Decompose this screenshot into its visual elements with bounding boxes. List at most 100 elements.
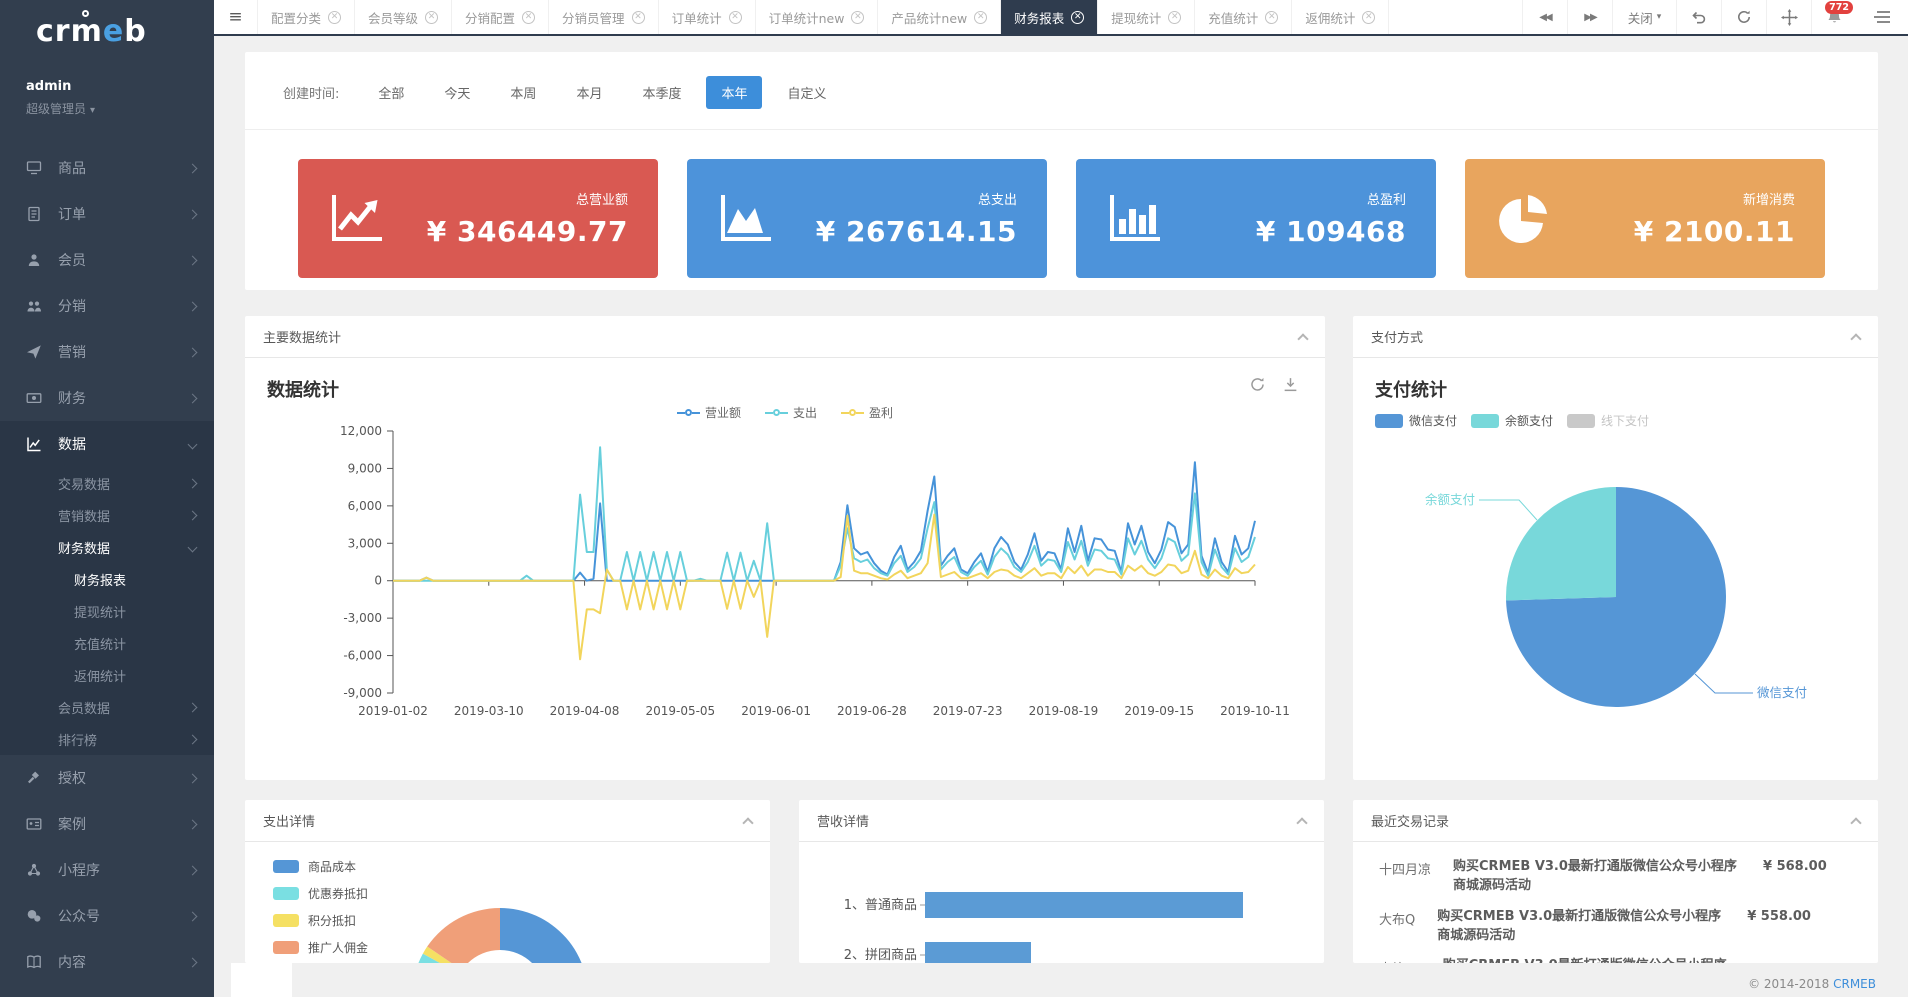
tab-close-icon[interactable]: ✕: [1168, 10, 1182, 24]
pie-legend-item-微信支付[interactable]: 微信支付: [1375, 412, 1457, 429]
pie-legend-item-线下支付[interactable]: 线下支付: [1567, 412, 1649, 429]
filter-option-本年[interactable]: 本年: [706, 76, 763, 109]
tab-分销员管理[interactable]: 分销员管理 ✕: [549, 0, 659, 34]
collapse-icon[interactable]: [1296, 816, 1308, 829]
refresh-button[interactable]: [1721, 0, 1766, 34]
legend-circle: [684, 409, 692, 416]
logo[interactable]: crmeb: [0, 0, 214, 55]
back-button[interactable]: [1676, 0, 1721, 34]
tab-close-icon[interactable]: ✕: [1071, 10, 1085, 24]
sidebar-item-商品[interactable]: 商品: [0, 145, 214, 191]
sidebar-item-财务[interactable]: 财务: [0, 375, 214, 421]
brand-link[interactable]: CRMEB: [1833, 977, 1876, 991]
sidebar-item-订单[interactable]: 订单: [0, 191, 214, 237]
filter-option-全部[interactable]: 全部: [378, 87, 405, 102]
sidebar-subsubitem-返佣统计[interactable]: 返佣统计: [0, 659, 214, 691]
book-icon: [26, 954, 46, 970]
sidebar-item-小程序[interactable]: 小程序: [0, 847, 214, 893]
tab-配置分类[interactable]: 配置分类 ✕: [258, 0, 356, 34]
tab-分销配置[interactable]: 分销配置 ✕: [452, 0, 550, 34]
tab-订单统计new[interactable]: 订单统计new ✕: [756, 0, 879, 34]
sidebar-item-营销[interactable]: 营销: [0, 329, 214, 375]
fullscreen-button[interactable]: [1766, 0, 1811, 34]
sidebar-item-数据[interactable]: 数据: [0, 421, 214, 467]
chart-title: 数据统计: [267, 380, 339, 401]
sidebar-subitem-营销数据[interactable]: 营销数据: [0, 499, 214, 531]
chevron-right-icon: [187, 734, 198, 744]
chevron-right-icon: [187, 163, 198, 173]
chart-download-icon[interactable]: [1282, 376, 1299, 393]
tab-返佣统计[interactable]: 返佣统计 ✕: [1292, 0, 1390, 34]
sidebar-subsubitem-充值统计[interactable]: 充值统计: [0, 627, 214, 659]
legend-line: [676, 411, 685, 414]
tabs-scroll-left-button[interactable]: ◀◀: [1522, 0, 1567, 34]
revenue-panel: 营收详情 1、普通商品 2、拼团商品: [799, 800, 1324, 963]
tab-close-icon[interactable]: ✕: [425, 10, 439, 24]
tab-充值统计[interactable]: 充值统计 ✕: [1195, 0, 1293, 34]
sidebar-item-授权[interactable]: 授权: [0, 755, 214, 801]
legend-item-支出[interactable]: 支出: [764, 404, 817, 421]
donut-legend-item-积分抵扣[interactable]: 积分抵扣: [273, 912, 368, 929]
sidebar-subitem-会员数据[interactable]: 会员数据: [0, 691, 214, 723]
filter-option-今天[interactable]: 今天: [444, 87, 471, 102]
filter-option-本月[interactable]: 本月: [576, 87, 603, 102]
tab-label: 产品统计new: [891, 10, 968, 26]
collapse-icon[interactable]: [1297, 332, 1309, 345]
layout-menu-button[interactable]: [1856, 0, 1908, 34]
tab-产品统计new[interactable]: 产品统计new ✕: [878, 0, 1002, 34]
transactions-panel: 最近交易记录 十四月凉 购买CRMEB V3.0最新打通版微信公众号小程序商城源码…: [1353, 800, 1878, 963]
sidebar-item-内容[interactable]: 内容: [0, 939, 214, 985]
collapse-icon[interactable]: [1850, 816, 1862, 829]
tab-close-icon[interactable]: ✕: [522, 10, 536, 24]
tab-close-icon[interactable]: ✕: [631, 10, 645, 24]
donut-legend-item-优惠券抵扣[interactable]: 优惠券抵扣: [273, 885, 368, 902]
legend-label: 商品成本: [308, 860, 357, 874]
chart-refresh-icon[interactable]: [1249, 376, 1266, 393]
sidebar-item-案例[interactable]: 案例: [0, 801, 214, 847]
filter-option-本季度[interactable]: 本季度: [642, 87, 682, 102]
stat-card-value: ¥ 109468: [1255, 215, 1406, 248]
sidebar-toggle-icon[interactable]: ≡: [214, 0, 258, 34]
sidebar-item-分销[interactable]: 分销: [0, 283, 214, 329]
tab-close-icon[interactable]: ✕: [1265, 10, 1279, 24]
legend-item-营业额[interactable]: 营业额: [676, 404, 741, 421]
sidebar-item-会员[interactable]: 会员: [0, 237, 214, 283]
tabs-scroll-right-button[interactable]: ▶▶: [1567, 0, 1612, 34]
legend-item-盈利[interactable]: 盈利: [841, 404, 893, 421]
tab-订单统计[interactable]: 订单统计 ✕: [659, 0, 756, 34]
payment-body: 支付统计 微信支付 余额支付 线下支付 余额支付 微信支付: [1353, 358, 1878, 752]
sidebar-subsubitem-财务报表[interactable]: 财务报表: [0, 563, 214, 595]
close-tabs-dropdown[interactable]: 关闭 ▾: [1612, 0, 1676, 34]
tab-提现统计[interactable]: 提现统计 ✕: [1098, 0, 1196, 34]
tab-会员等级[interactable]: 会员等级 ✕: [355, 0, 453, 34]
donut-legend-item-推广人佣金[interactable]: 推广人佣金: [273, 939, 368, 956]
tab-label: 分销员管理: [562, 10, 625, 26]
sidebar-item-label: 案例: [58, 817, 86, 833]
sidebar-subitem-财务数据[interactable]: 财务数据: [0, 531, 214, 563]
pie-legend-item-余额支付[interactable]: 余额支付: [1471, 412, 1553, 429]
collapse-icon[interactable]: [1850, 332, 1862, 345]
tab-财务报表[interactable]: 财务报表 ✕: [1001, 0, 1099, 34]
tab-close-icon[interactable]: ✕: [851, 10, 865, 24]
sidebar-item-公众号[interactable]: 公众号: [0, 893, 214, 939]
refresh-icon: [1738, 10, 1750, 23]
filter-option-本周[interactable]: 本周: [510, 87, 537, 102]
sidebar-subsubitem-提现统计[interactable]: 提现统计: [0, 595, 214, 627]
user-role-dropdown[interactable]: 超级管理员 ▾: [26, 102, 96, 116]
sidebar-subitem-排行榜[interactable]: 排行榜: [0, 723, 214, 755]
tab-close-icon[interactable]: ✕: [974, 10, 988, 24]
logo-dot: [82, 10, 89, 17]
tab-close-icon[interactable]: ✕: [1362, 10, 1376, 24]
filter-option-自定义[interactable]: 自定义: [787, 87, 827, 102]
svg-text:微信支付: 微信支付: [1757, 685, 1807, 700]
notification-badge: 772: [1825, 1, 1853, 14]
donut-legend-item-商品成本[interactable]: 商品成本: [273, 858, 368, 875]
notifications-button[interactable]: 772: [1811, 0, 1856, 34]
collapse-icon[interactable]: [742, 816, 754, 829]
wechat-icon: [26, 908, 46, 924]
svg-text:12,000: 12,000: [340, 424, 382, 438]
tab-close-icon[interactable]: ✕: [328, 10, 342, 24]
sidebar-subitem-label: 营销数据: [58, 509, 111, 525]
sidebar-subitem-交易数据[interactable]: 交易数据: [0, 467, 214, 499]
tab-close-icon[interactable]: ✕: [728, 10, 742, 24]
